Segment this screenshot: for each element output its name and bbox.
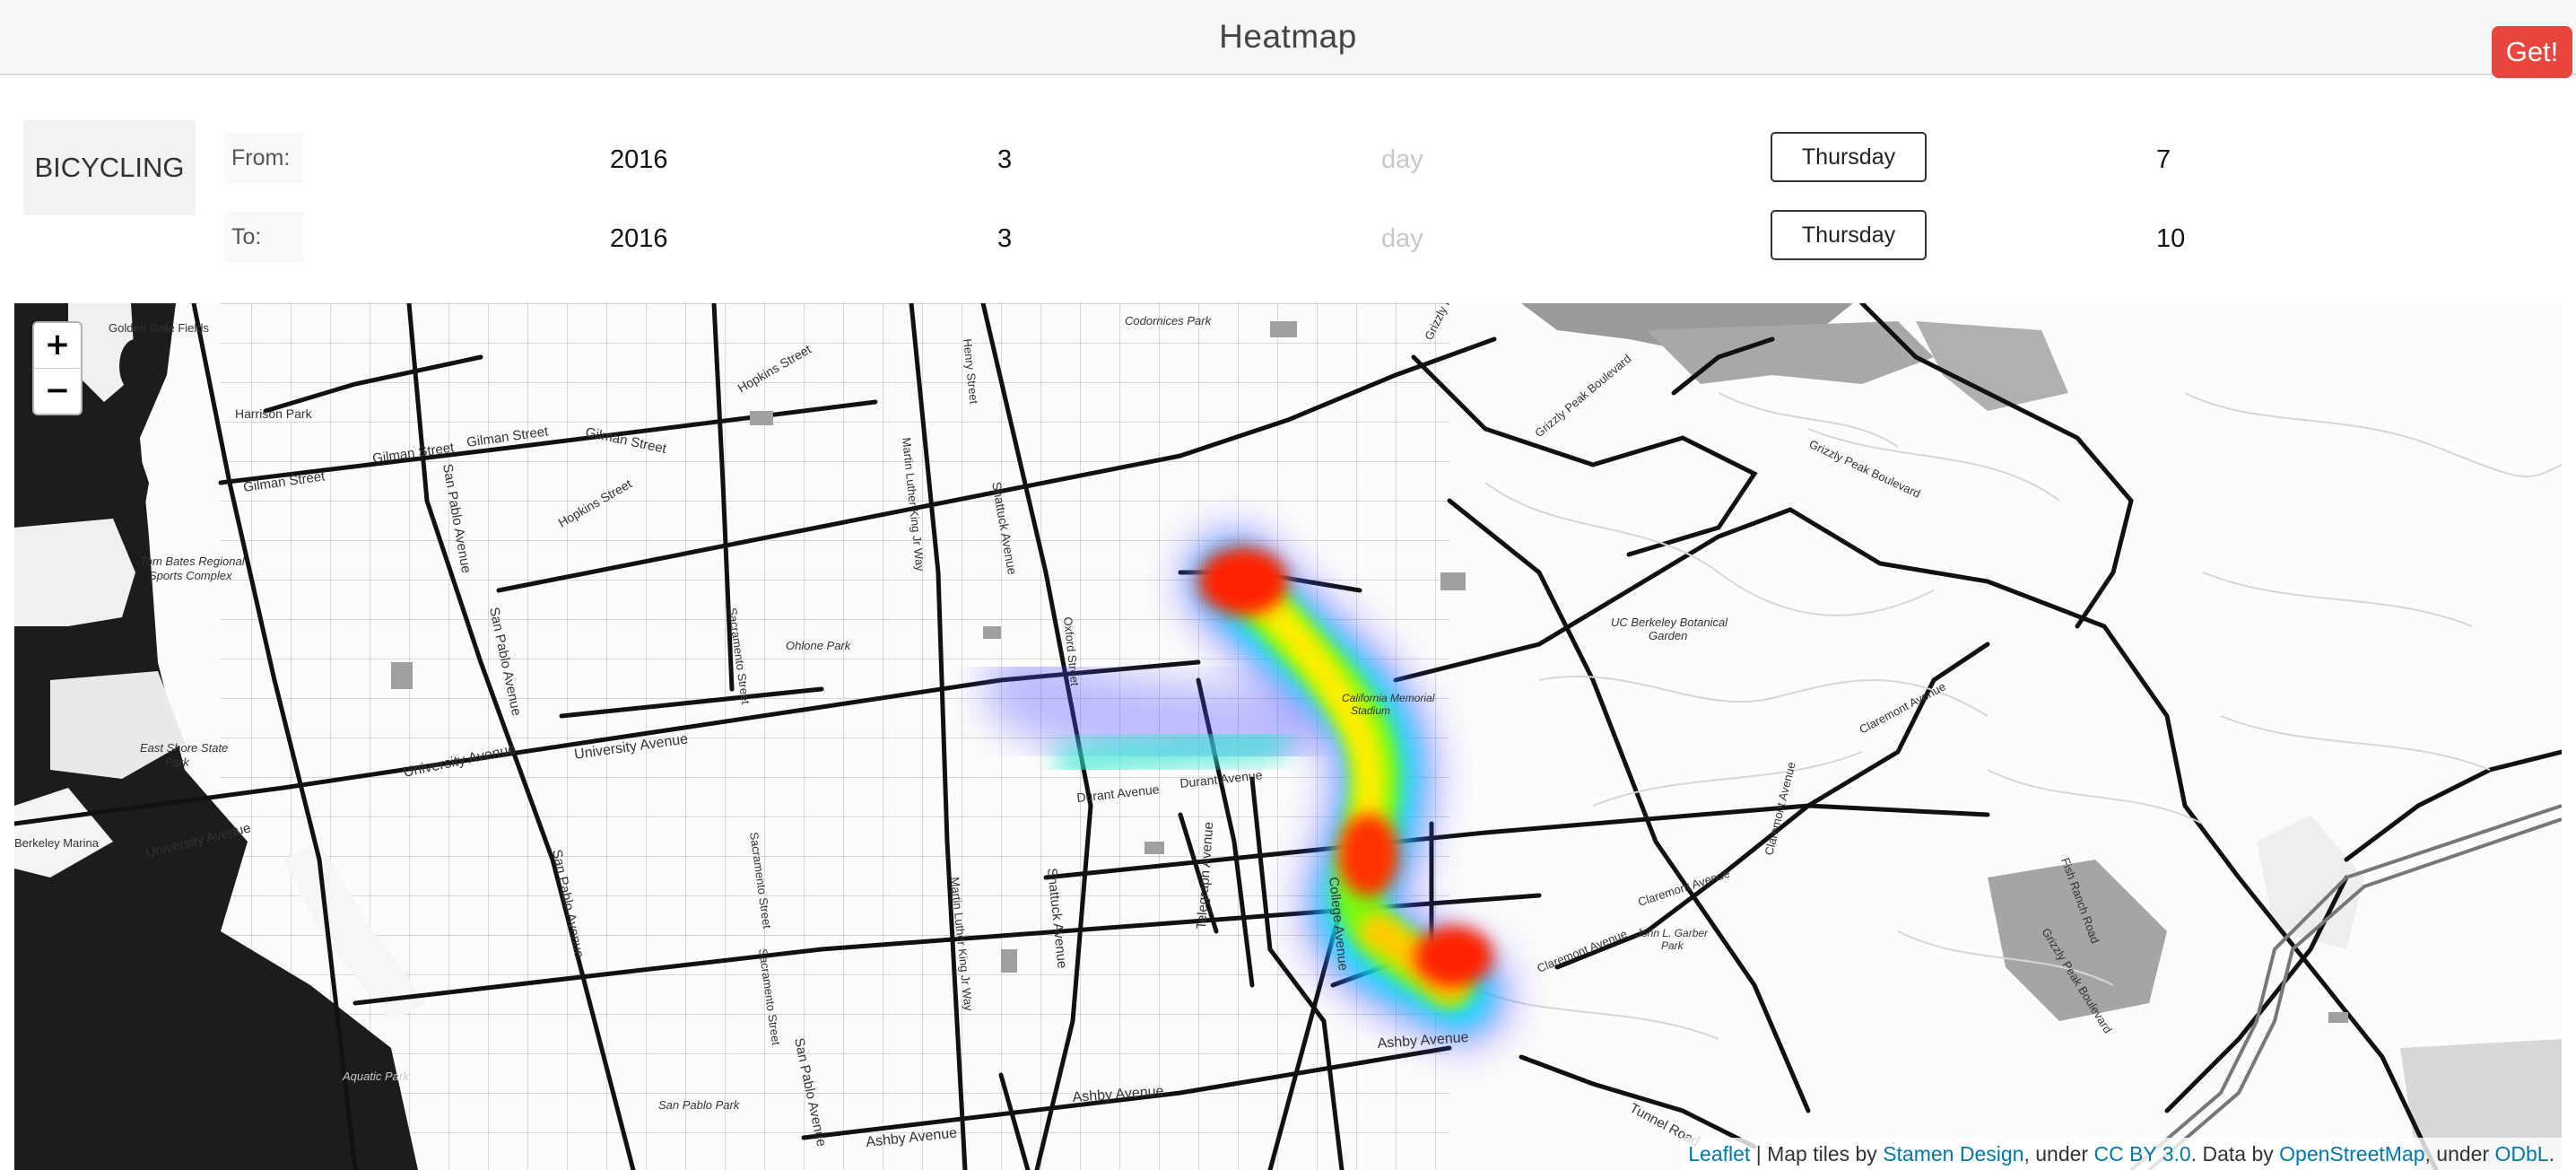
map-label: Stadium: [1351, 704, 1390, 717]
map-label: UC Berkeley Botanical: [1611, 616, 1728, 629]
zoom-control: + −: [32, 321, 83, 415]
from-month-field[interactable]: 3: [997, 145, 1013, 174]
heatmap-layer: [983, 528, 1512, 1048]
map-label: Harrison Park: [235, 406, 313, 421]
map-label: Garden: [1649, 629, 1687, 642]
map-tiles: Golden Gate Fields Harrison Park Gilman …: [14, 303, 2562, 1170]
map-label: Ohlone Park: [786, 639, 852, 652]
map-label: Codornices Park: [1125, 314, 1213, 327]
odbl-link[interactable]: ODbL: [2494, 1142, 2549, 1166]
map-label: Park: [165, 755, 190, 769]
attribution-text: .: [2548, 1142, 2554, 1166]
map-label: Aquatic Park: [342, 1070, 410, 1083]
attribution-text: , under: [2023, 1142, 2094, 1166]
to-month-field[interactable]: 3: [997, 224, 1013, 253]
map-label: Claremont Avenue: [1857, 679, 1947, 736]
to-hour-field[interactable]: 10: [2156, 224, 2186, 253]
map-label: John L. Garber: [1635, 927, 1709, 939]
to-label: To:: [224, 212, 303, 262]
leaflet-link[interactable]: Leaflet: [1688, 1142, 1751, 1166]
map-label: Golden Gate Fields: [109, 321, 210, 335]
zoom-out-button[interactable]: −: [34, 368, 81, 414]
to-day-field[interactable]: day: [1381, 224, 1423, 253]
get-button[interactable]: Get!: [2492, 26, 2572, 78]
from-label: From:: [224, 133, 303, 183]
from-day-field[interactable]: day: [1381, 145, 1423, 174]
navbar: Heatmap: [0, 0, 2576, 75]
map-label: Park: [1661, 939, 1684, 952]
stamen-link[interactable]: Stamen Design: [1883, 1142, 2024, 1166]
map-label: Grizzly Peak Boulevard: [1807, 437, 1923, 501]
from-hour-field[interactable]: 7: [2156, 145, 2171, 174]
map-label: San Pablo Park: [658, 1098, 741, 1112]
map-label: Tom Bates Regional: [140, 554, 246, 568]
map-view[interactable]: Golden Gate Fields Harrison Park Gilman …: [14, 303, 2562, 1170]
map-label: Berkeley Marina: [14, 836, 100, 850]
map-attribution: Leaflet | Map tiles by Stamen Design, un…: [1681, 1138, 2562, 1170]
to-weekday-button[interactable]: Thursday: [1771, 210, 1927, 260]
attribution-text: . Data by: [2190, 1142, 2280, 1166]
zoom-in-button[interactable]: +: [44, 327, 71, 362]
attribution-text: | Map tiles by: [1750, 1142, 1884, 1166]
map-label: Sports Complex: [149, 569, 232, 582]
map-label: Claremont Avenue: [1536, 927, 1630, 975]
from-year-field[interactable]: 2016: [610, 145, 668, 174]
map-label: California Memorial: [1342, 692, 1435, 704]
to-year-field[interactable]: 2016: [610, 224, 668, 253]
page-title: Heatmap: [1219, 18, 1357, 55]
map-label: East Shore State: [140, 741, 228, 755]
osm-link[interactable]: OpenStreetMap: [2279, 1142, 2425, 1166]
from-weekday-button[interactable]: Thursday: [1771, 132, 1927, 182]
map-label: Grizzly Peak Boulevard: [1532, 352, 1633, 440]
travel-mode-button[interactable]: BICYCLING: [23, 120, 196, 215]
attribution-text: , under: [2424, 1142, 2495, 1166]
ccby-link[interactable]: CC BY 3.0: [2093, 1142, 2191, 1166]
